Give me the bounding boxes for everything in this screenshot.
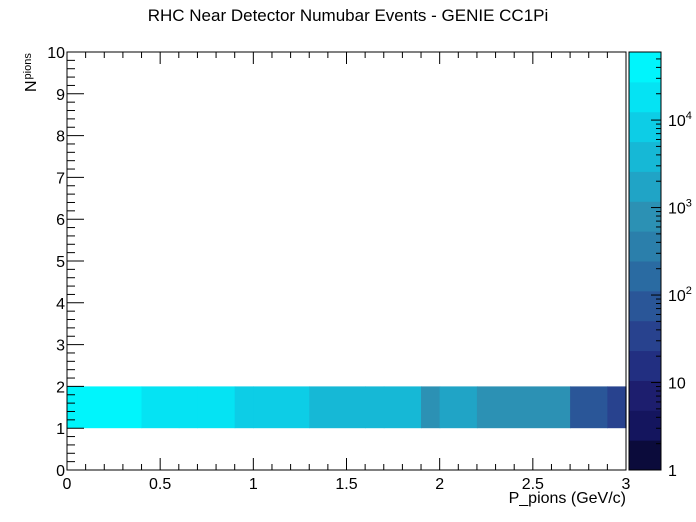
heatmap-cell (67, 386, 143, 429)
colorbar-segment (629, 231, 661, 262)
heatmap-cell (234, 386, 254, 429)
colorbar-tick-label: 10 (668, 376, 686, 393)
colorbar-segment (629, 81, 661, 113)
heatmap-cells (67, 386, 627, 429)
heatmap-cell (141, 386, 180, 429)
heatmap-cell (197, 386, 236, 429)
heatmap-cell (476, 386, 571, 429)
colorbar-segment (629, 320, 661, 352)
chart-title: RHC Near Detector Numubar Events - GENIE… (147, 6, 549, 25)
x-axis-label: P_pions (GeV/c) (509, 490, 626, 507)
colorbar-tick-label: 103 (668, 198, 692, 218)
colorbar-tick-base: 10 (668, 201, 686, 218)
x-tick-label: 1 (249, 476, 258, 493)
colorbar-segment (629, 440, 661, 471)
colorbar-tick-base: 10 (668, 288, 686, 305)
x-tick-label: 1.5 (335, 476, 357, 493)
colorbar-segment (629, 350, 661, 381)
colorbar-segment (629, 171, 661, 202)
heatmap-cell (607, 386, 627, 429)
colorbar-tick-base: 1 (668, 463, 677, 480)
colorbar-segment (629, 111, 661, 143)
colorbar-segment (629, 410, 661, 441)
y-tick-label: 1 (56, 421, 65, 438)
heatmap-cell (365, 386, 385, 429)
colorbar-tick-exponent: 4 (686, 110, 692, 122)
y-tick-label: 4 (56, 296, 65, 313)
y-tick-label: 9 (56, 87, 65, 104)
colorbar-frame (628, 51, 662, 471)
colorbar-segment (629, 141, 661, 172)
x-tick-label: 0 (63, 476, 72, 493)
colorbar-segment (629, 201, 661, 232)
x-tick-label: 2 (435, 476, 444, 493)
colorbar-tick-label: 1 (668, 463, 677, 480)
y-tick-label: 10 (47, 45, 65, 62)
y-tick-label: 3 (56, 338, 65, 355)
colorbar-tick-label: 102 (668, 285, 692, 305)
y-tick-label: 2 (56, 379, 65, 396)
heatmap-cell (383, 386, 422, 429)
colorbar-tick-exponent: 2 (686, 285, 692, 297)
y-axis-label-subscript: pions (22, 53, 34, 80)
heatmap-cell (178, 386, 199, 429)
heatmap-cell (570, 386, 608, 429)
axes: 0 0.5 1 1.5 2 2.5 3 0 1 2 3 4 5 6 7 8 9 10 (47, 45, 630, 493)
heatmap-cell (309, 386, 366, 429)
colorbar-segment (629, 261, 661, 292)
x-tick-label: 2.5 (522, 476, 544, 493)
colorbar-segment (629, 290, 661, 322)
y-tick-label: 6 (56, 212, 65, 229)
heatmap-cell (421, 386, 441, 429)
colorbar-tick-label: 104 (668, 110, 692, 130)
x-tick-label: 3 (622, 476, 631, 493)
colorbar-tick-base: 10 (668, 376, 686, 393)
colorbar-segment (629, 52, 661, 83)
heatmap-cell (253, 386, 310, 429)
y-tick-label: 5 (56, 254, 65, 271)
y-tick-label: 7 (56, 170, 65, 187)
colorbar-segment (629, 380, 661, 411)
y-axis-label-main: N (23, 80, 40, 92)
x-tick-label: 0.5 (149, 476, 171, 493)
heatmap-cell (439, 386, 478, 429)
y-tick-label: 8 (56, 129, 65, 146)
colorbar-tick-base: 10 (668, 113, 686, 130)
y-axis-label: Npions (22, 53, 40, 92)
y-tick-label: 0 (56, 463, 65, 480)
colorbar-tick-exponent: 3 (686, 198, 692, 210)
